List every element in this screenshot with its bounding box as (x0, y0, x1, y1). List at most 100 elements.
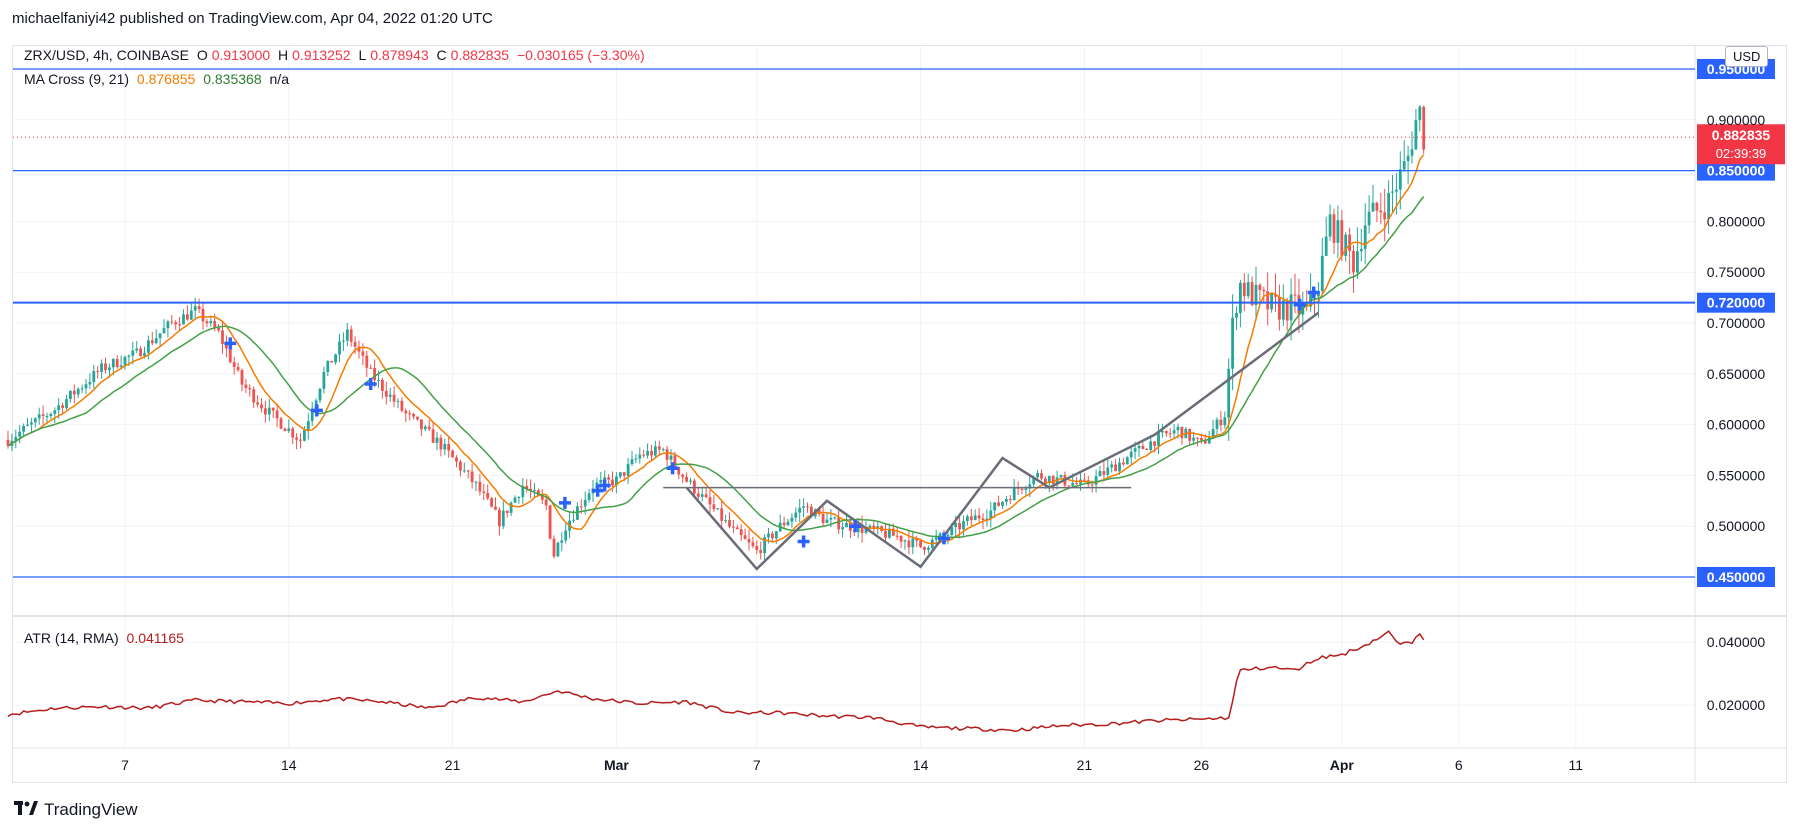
candle-body (560, 540, 564, 543)
candle-body (221, 330, 224, 344)
candle-body (1047, 476, 1051, 484)
candle-body (673, 455, 677, 468)
candle-body (1176, 426, 1180, 431)
candle-body (1028, 484, 1032, 489)
ma-cross-marker (1307, 286, 1320, 299)
ma-cross-marker (849, 520, 862, 533)
ma-cross-marker (591, 484, 604, 497)
candle-body (689, 480, 692, 482)
candle-body (65, 399, 68, 408)
candle-body (1328, 214, 1332, 237)
candle-body (37, 414, 41, 419)
candle-body (377, 379, 380, 381)
candle-body (540, 495, 544, 500)
candle-body (41, 414, 45, 417)
candle-body (494, 506, 497, 510)
candle-body (22, 425, 25, 432)
candle-body (771, 533, 774, 539)
candle-body (1110, 464, 1114, 468)
x-tick-label: 14 (913, 757, 929, 773)
candle-body (525, 485, 529, 489)
candle-body (119, 365, 123, 368)
candle-body (275, 410, 279, 419)
chart-frame[interactable] (12, 45, 1787, 783)
candle-body (1020, 488, 1024, 491)
candle-body (353, 341, 357, 347)
candle-body (615, 476, 618, 486)
candle-body (1391, 191, 1394, 193)
candle-body (654, 446, 657, 456)
candle-body (1145, 448, 1149, 451)
candle-body (829, 518, 833, 520)
legend-symbol[interactable]: ZRX/USD, 4h, COINBASE (24, 47, 189, 63)
candle-body (225, 343, 228, 349)
candle-body (661, 449, 665, 451)
candle-body (1418, 106, 1422, 121)
candle-body (1235, 312, 1238, 318)
candle-body (1125, 457, 1129, 465)
candle-body (1274, 293, 1277, 297)
candle-body (1106, 467, 1110, 475)
candle-body (724, 520, 727, 522)
candle-body (1215, 419, 1219, 429)
candle-body (1309, 291, 1312, 307)
candle-body (533, 490, 536, 492)
tradingview-logo-icon (14, 800, 38, 820)
candle-body (696, 493, 700, 497)
candle-body (537, 490, 540, 496)
candle-body (1153, 441, 1156, 446)
candle-body (576, 506, 579, 520)
candle-body (260, 404, 263, 409)
candle-body (552, 538, 556, 557)
brand-footer[interactable]: TradingView (14, 800, 138, 820)
candle-body (626, 463, 630, 476)
last-price-label-bg (1697, 124, 1785, 165)
candle-body (408, 413, 412, 415)
candle-body (1211, 428, 1215, 438)
candle-body (1044, 478, 1047, 484)
currency-badge[interactable]: USD (1725, 46, 1769, 67)
candle-body (720, 508, 724, 521)
x-tick-label: 21 (1077, 757, 1093, 773)
candle-body (899, 535, 903, 542)
candle-body (299, 439, 302, 441)
candle-body (189, 310, 193, 320)
candle-body (1250, 282, 1254, 306)
candle-body (501, 510, 505, 527)
atr-legend-name[interactable]: ATR (14, RMA) (24, 630, 119, 646)
y-tick-label: 0.900000 (1707, 112, 1766, 128)
candle-body (416, 416, 419, 420)
candle-body (388, 394, 392, 397)
candle-body (1090, 484, 1094, 486)
legend-low-label: L (358, 47, 367, 63)
candle-body (400, 400, 404, 411)
candle-body (989, 510, 993, 519)
candle-body (802, 506, 805, 508)
candle-body (61, 405, 64, 408)
candle-body (860, 524, 864, 533)
legend-high-label: H (278, 47, 289, 63)
candle-body (462, 470, 466, 472)
candle-body (1024, 488, 1028, 491)
candle-body (271, 407, 275, 411)
candle-body (977, 515, 981, 519)
candle-body (76, 388, 80, 395)
candle-body (1344, 234, 1348, 256)
candle-body (14, 436, 18, 441)
candle-body (1387, 192, 1390, 220)
candle-body (751, 542, 755, 547)
candle-body (150, 340, 154, 344)
ma-legend-name[interactable]: MA Cross (9, 21) (24, 71, 130, 87)
candle-body (505, 510, 509, 513)
candle-body (622, 472, 626, 476)
candle-body (1012, 486, 1016, 500)
candle-body (798, 507, 802, 513)
candle-body (53, 410, 57, 414)
candle-body (1340, 220, 1344, 256)
candle-body (997, 502, 1000, 506)
candle-body (587, 493, 591, 500)
candle-body (447, 443, 451, 451)
atr-line (7, 630, 1425, 733)
candle-body (1196, 437, 1199, 439)
